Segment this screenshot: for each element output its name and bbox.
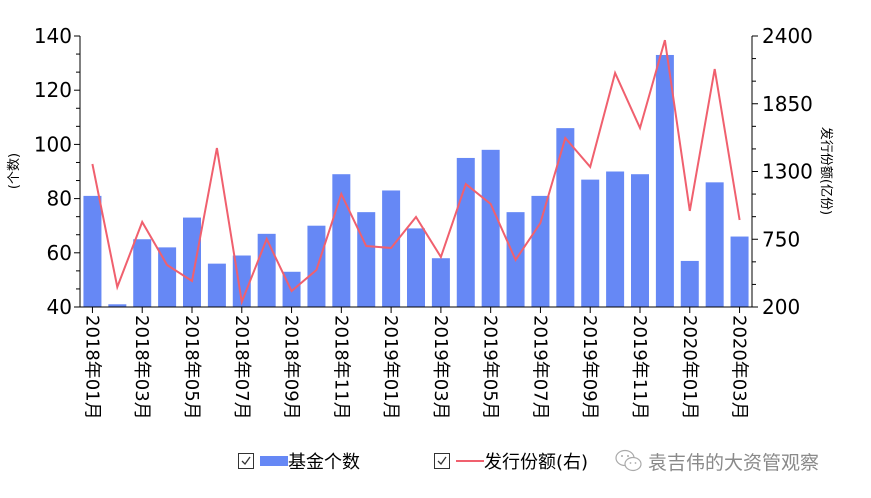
x-tick-label: 2018年09月: [281, 315, 302, 420]
legend-swatch-bar: [260, 456, 288, 466]
right-axis-title: 发行份额(亿份): [818, 127, 834, 215]
bar: [83, 195, 102, 307]
bar: [431, 258, 450, 307]
right-tick-label: 2400: [762, 24, 813, 48]
right-tick-label: 1300: [762, 160, 813, 184]
x-tick-label: 2018年05月: [181, 315, 202, 420]
left-y-axis: 40 60 80 100 120 140: [34, 24, 80, 319]
right-tick-label: 200: [762, 295, 800, 319]
bar: [108, 304, 127, 307]
check-icon: [241, 456, 251, 466]
left-tick-label: 100: [34, 132, 72, 156]
x-tick-label: 2019年05月: [480, 315, 501, 420]
bar: [207, 263, 226, 307]
legend-checkbox-fund-count[interactable]: [238, 453, 254, 469]
bar: [407, 228, 425, 307]
bar-series-fund-count: [83, 54, 749, 307]
x-tick-label: 2020年01月: [679, 315, 700, 420]
bar: [556, 128, 575, 307]
bar: [606, 171, 625, 307]
x-tick-label: 2018年03月: [131, 315, 152, 420]
bar: [730, 236, 749, 307]
bar: [456, 157, 475, 307]
legend-label-fund-count: 基金个数: [288, 452, 360, 473]
x-tick-label: 2020年03月: [729, 315, 750, 420]
bar: [581, 179, 600, 307]
bar: [158, 247, 177, 307]
bar: [631, 174, 649, 307]
legend-item-fund-count[interactable]: 基金个数: [238, 446, 360, 476]
x-tick-label: 2019年03月: [430, 315, 451, 420]
bar: [183, 217, 201, 307]
x-tick-label: 2019年09月: [579, 315, 600, 420]
bar: [531, 195, 550, 307]
bar: [680, 260, 699, 307]
watermark-text: 袁吉伟的大资管观察: [648, 451, 820, 474]
wechat-icon: [615, 449, 642, 472]
bar: [257, 233, 276, 307]
x-tick-label: 2019年11月: [629, 315, 650, 420]
legend-item-issue-amount[interactable]: 发行份额(右): [434, 446, 588, 476]
left-axis-title: (个数): [7, 153, 22, 189]
x-tick-label: 2018年11月: [330, 315, 351, 420]
line-series-issue-amount: [91, 39, 741, 306]
legend-checkbox-issue-amount[interactable]: [434, 453, 450, 469]
bar: [133, 239, 152, 307]
bar: [357, 212, 376, 307]
left-tick-label: 40: [47, 295, 72, 319]
left-tick-label: 60: [47, 241, 72, 265]
chart: 40 60 80 100 120 140 200 750 1300 1850 2400 2018年…: [7, 24, 834, 420]
x-tick-label: 2019年07月: [529, 315, 550, 420]
left-tick-label: 140: [34, 24, 72, 48]
bar: [307, 225, 326, 307]
right-tick-label: 1850: [762, 92, 813, 116]
watermark: 袁吉伟的大资管观察: [614, 446, 819, 476]
left-tick-label: 80: [47, 187, 72, 211]
left-tick-label: 120: [34, 78, 72, 102]
bar: [481, 149, 500, 307]
x-tick-label: 2019年01月: [380, 315, 401, 420]
legend-swatch-line: [456, 460, 484, 462]
check-icon: [437, 456, 447, 466]
right-y-axis: 200 750 1300 1850 2400: [752, 24, 813, 319]
legend-label-issue-amount: 发行份额(右): [484, 452, 589, 473]
legend: 基金个数 发行份额(右): [0, 446, 871, 476]
bar: [655, 54, 674, 307]
x-tick-label: 2018年01月: [81, 315, 102, 420]
x-tick-label: 2018年07月: [231, 315, 252, 420]
right-tick-label: 750: [762, 227, 800, 251]
x-axis: 2018年01月 2018年03月 2018年05月 2018年07月 2018年09月…: [81, 307, 750, 420]
bar: [705, 182, 724, 307]
